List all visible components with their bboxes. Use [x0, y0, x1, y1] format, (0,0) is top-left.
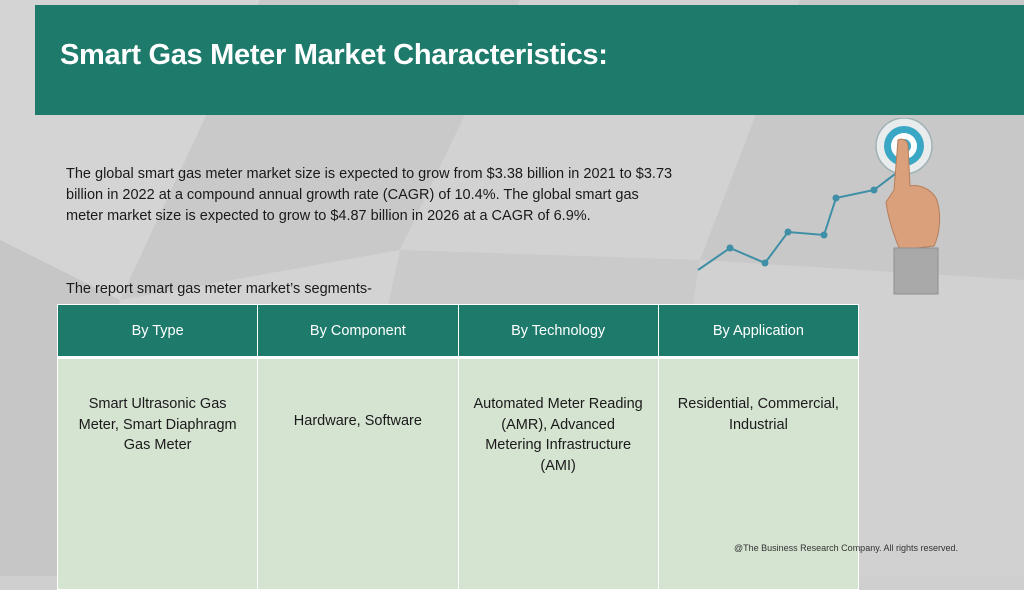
column-header-component: By Component — [257, 304, 459, 359]
copyright-footer: @The Business Research Company. All righ… — [734, 543, 959, 553]
cell-technology-values: Automated Meter Reading (AMR), Advanced … — [457, 357, 659, 590]
pointing-hand-icon — [885, 138, 941, 295]
growth-line-icon — [697, 173, 896, 271]
cell-component-values: Hardware, Software — [257, 357, 459, 590]
column-header-application: By Application — [657, 304, 860, 359]
page-title: Smart Gas Meter Market Characteristics: — [60, 39, 608, 71]
market-summary-text: The global smart gas meter market size i… — [66, 166, 673, 224]
column-header-type: By Type — [56, 304, 259, 359]
segments-table: By Type By Component By Technology By Ap… — [56, 304, 860, 590]
column-header-technology: By Technology — [457, 304, 659, 359]
table-header-row: By Type By Component By Technology By Ap… — [56, 304, 860, 359]
table-row: Smart Ultrasonic Gas Meter, Smart Diaphr… — [56, 357, 860, 590]
segments-label: The report smart gas meter market’s segm… — [66, 281, 372, 297]
growth-graphic — [697, 118, 941, 295]
title-banner: Smart Gas Meter Market Characteristics: — [35, 5, 1024, 115]
cell-application-values: Residential, Commercial, Industrial — [657, 357, 860, 590]
cell-type-values: Smart Ultrasonic Gas Meter, Smart Diaphr… — [56, 357, 259, 590]
